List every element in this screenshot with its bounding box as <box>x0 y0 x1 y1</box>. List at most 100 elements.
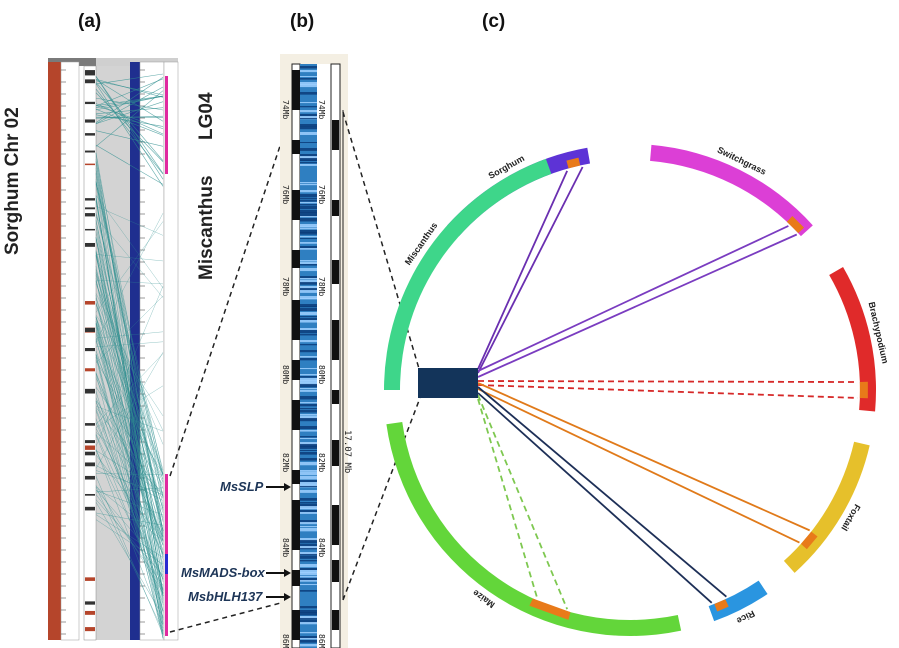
synteny-link <box>95 283 164 445</box>
heat-stripe <box>300 162 317 164</box>
heat-stripe <box>300 522 317 525</box>
sorghum-chr-label: Sorghum Chr 02 <box>2 107 23 255</box>
synteny-ribbon <box>477 382 811 532</box>
synteny-link <box>95 107 164 115</box>
heat-stripe <box>300 216 317 218</box>
heat-stripe <box>300 308 317 311</box>
synteny-ribbon <box>477 392 713 604</box>
synteny-link <box>95 465 164 501</box>
sorghum-feature <box>85 70 95 74</box>
heat-stripe <box>300 416 317 419</box>
heat-stripe <box>300 288 317 291</box>
dark-band <box>292 360 300 380</box>
heat-stripe <box>300 544 317 548</box>
synteny-link <box>95 302 164 557</box>
arc-brachypodium <box>829 267 876 412</box>
dark-band <box>332 440 339 466</box>
synteny-link <box>95 450 164 494</box>
heat-stripe <box>300 106 317 108</box>
heat-stripe <box>300 472 317 476</box>
heat-stripe <box>300 584 317 586</box>
synteny-link <box>95 494 164 586</box>
synteny-link <box>95 96 164 108</box>
sorghum-feature <box>85 213 95 217</box>
synteny-link <box>95 213 164 343</box>
heat-stripe <box>300 450 317 452</box>
sorghum-feature <box>85 440 95 444</box>
synteny-link <box>95 405 164 432</box>
heat-stripe <box>300 564 317 568</box>
synteny-link <box>95 331 164 339</box>
heat-stripe <box>300 446 317 449</box>
panel-label-b: (b) <box>290 11 314 32</box>
sorghum-feature <box>85 327 95 332</box>
heat-stripe <box>300 182 317 184</box>
heat-stripe <box>300 410 317 413</box>
heat-stripe <box>300 160 317 162</box>
heat-stripe <box>300 276 317 279</box>
synteny-link <box>95 88 164 175</box>
heat-stripe <box>300 462 317 466</box>
synteny-link <box>95 377 164 538</box>
synteny-link <box>95 95 164 106</box>
highlight-segment-1 <box>165 76 168 174</box>
sorghum-feature <box>85 446 95 449</box>
synteny-link <box>95 200 164 591</box>
sorghum-feature <box>85 348 95 352</box>
synteny-ribbon <box>477 384 858 399</box>
heat-stripe <box>300 334 317 336</box>
arc-maize <box>386 422 682 636</box>
heat-stripe <box>300 384 317 388</box>
synteny-link <box>95 76 164 174</box>
sorghum-scale-ticks <box>61 69 66 635</box>
synteny-link <box>95 254 164 262</box>
tick-78mb-right: 78Mb <box>317 277 326 296</box>
heat-stripe <box>300 426 317 430</box>
heat-stripe <box>300 486 317 488</box>
synteny-link <box>95 269 164 474</box>
heat-stripe <box>300 238 317 240</box>
span-label: 17.07 Mb <box>342 430 352 473</box>
heat-stripe <box>300 606 317 609</box>
heat-stripe <box>300 204 317 206</box>
heat-stripe <box>300 616 317 620</box>
heat-stripe <box>300 408 317 410</box>
heat-stripe <box>300 262 317 265</box>
heat-stripe <box>300 482 317 485</box>
tick-84mb-right: 84Mb <box>317 538 326 557</box>
synteny-link <box>95 115 164 119</box>
heat-stripe <box>300 190 317 193</box>
synteny-link <box>95 486 164 541</box>
heat-stripe <box>300 82 317 85</box>
heat-stripe <box>300 632 317 634</box>
heat-stripe <box>300 312 317 316</box>
heat-stripe <box>300 126 317 130</box>
tick-82mb-right: 82Mb <box>317 453 326 472</box>
heat-stripe <box>300 390 317 392</box>
heat-stripe <box>300 330 317 334</box>
heat-stripe <box>300 124 317 127</box>
heat-stripe <box>300 414 317 416</box>
zoom-line-top-b <box>342 111 421 373</box>
synteny-link <box>95 73 164 85</box>
synteny-link <box>95 83 164 187</box>
dark-band <box>332 505 339 545</box>
arc-switchgrass <box>650 144 813 237</box>
dark-band <box>292 140 300 154</box>
heat-stripe <box>300 228 317 230</box>
sorghum-feature <box>85 101 95 105</box>
heat-stripe <box>300 344 317 346</box>
tick-76mb-right: 76Mb <box>317 185 326 204</box>
heat-stripe <box>300 402 317 404</box>
heat-stripe <box>300 306 317 308</box>
heat-stripe <box>300 280 317 284</box>
heat-stripe <box>300 520 317 524</box>
dark-band <box>292 70 300 110</box>
sorghum-chromosome-bar <box>48 62 61 640</box>
synteny-ribbons <box>477 166 858 610</box>
scale-column <box>317 64 331 648</box>
heat-stripe <box>300 198 317 200</box>
synteny-link <box>95 78 164 107</box>
sorghum-feature <box>85 451 95 456</box>
